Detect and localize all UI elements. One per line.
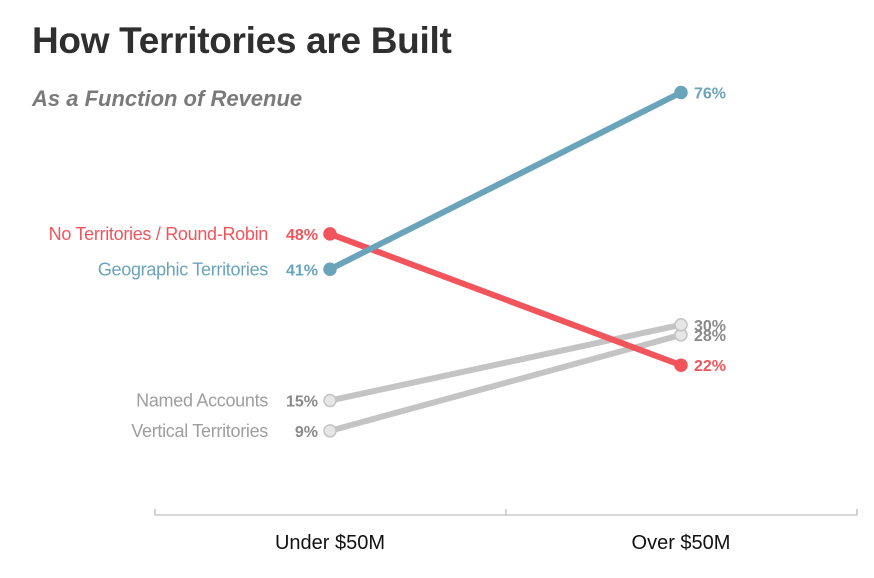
series-label-no-territories-round-robin: No Territories / Round-Robin — [49, 224, 268, 244]
point-geographic-territories-over-50m — [674, 85, 688, 100]
point-named-accounts-over-50m — [674, 318, 688, 332]
series-line-named-accounts — [327, 321, 684, 404]
data-label-named-accounts-over-50m: 30% — [694, 318, 726, 335]
series-line-geographic-territories — [327, 89, 684, 273]
x-tick-label-over-50m: Over $50M — [632, 532, 731, 554]
point-vertical-territories-under-50m — [323, 424, 337, 438]
data-label-no-territories-round-robin-over-50m: 22% — [694, 358, 726, 375]
series-label-named-accounts: Named Accounts — [136, 391, 268, 411]
point-named-accounts-under-50m — [323, 393, 337, 408]
data-label-no-territories-round-robin-under-50m: 48% — [286, 227, 318, 244]
x-tick-label-under-50m: Under $50M — [275, 532, 385, 554]
series-line-vertical-territories — [327, 331, 684, 434]
data-label-geographic-territories-over-50m: 76% — [694, 86, 726, 103]
series-line-no-territories-round-robin — [327, 230, 684, 369]
data-label-vertical-territories-under-50m: 9% — [295, 424, 318, 441]
chart-title: How Territories are Built — [32, 20, 452, 61]
data-label-vertical-territories-over-50m: 28% — [694, 328, 726, 345]
point-geographic-territories-under-50m — [323, 262, 337, 276]
data-label-named-accounts-under-50m: 15% — [286, 394, 318, 411]
series-label-vertical-territories: Vertical Territories — [131, 421, 268, 441]
series-label-geographic-territories: Geographic Territories — [98, 259, 268, 279]
point-no-territories-round-robin-under-50m — [323, 227, 337, 241]
chart-subtitle: As a Function of Revenue — [32, 86, 303, 111]
point-no-territories-round-robin-over-50m — [674, 358, 688, 372]
data-label-geographic-territories-under-50m: 41% — [286, 262, 318, 279]
